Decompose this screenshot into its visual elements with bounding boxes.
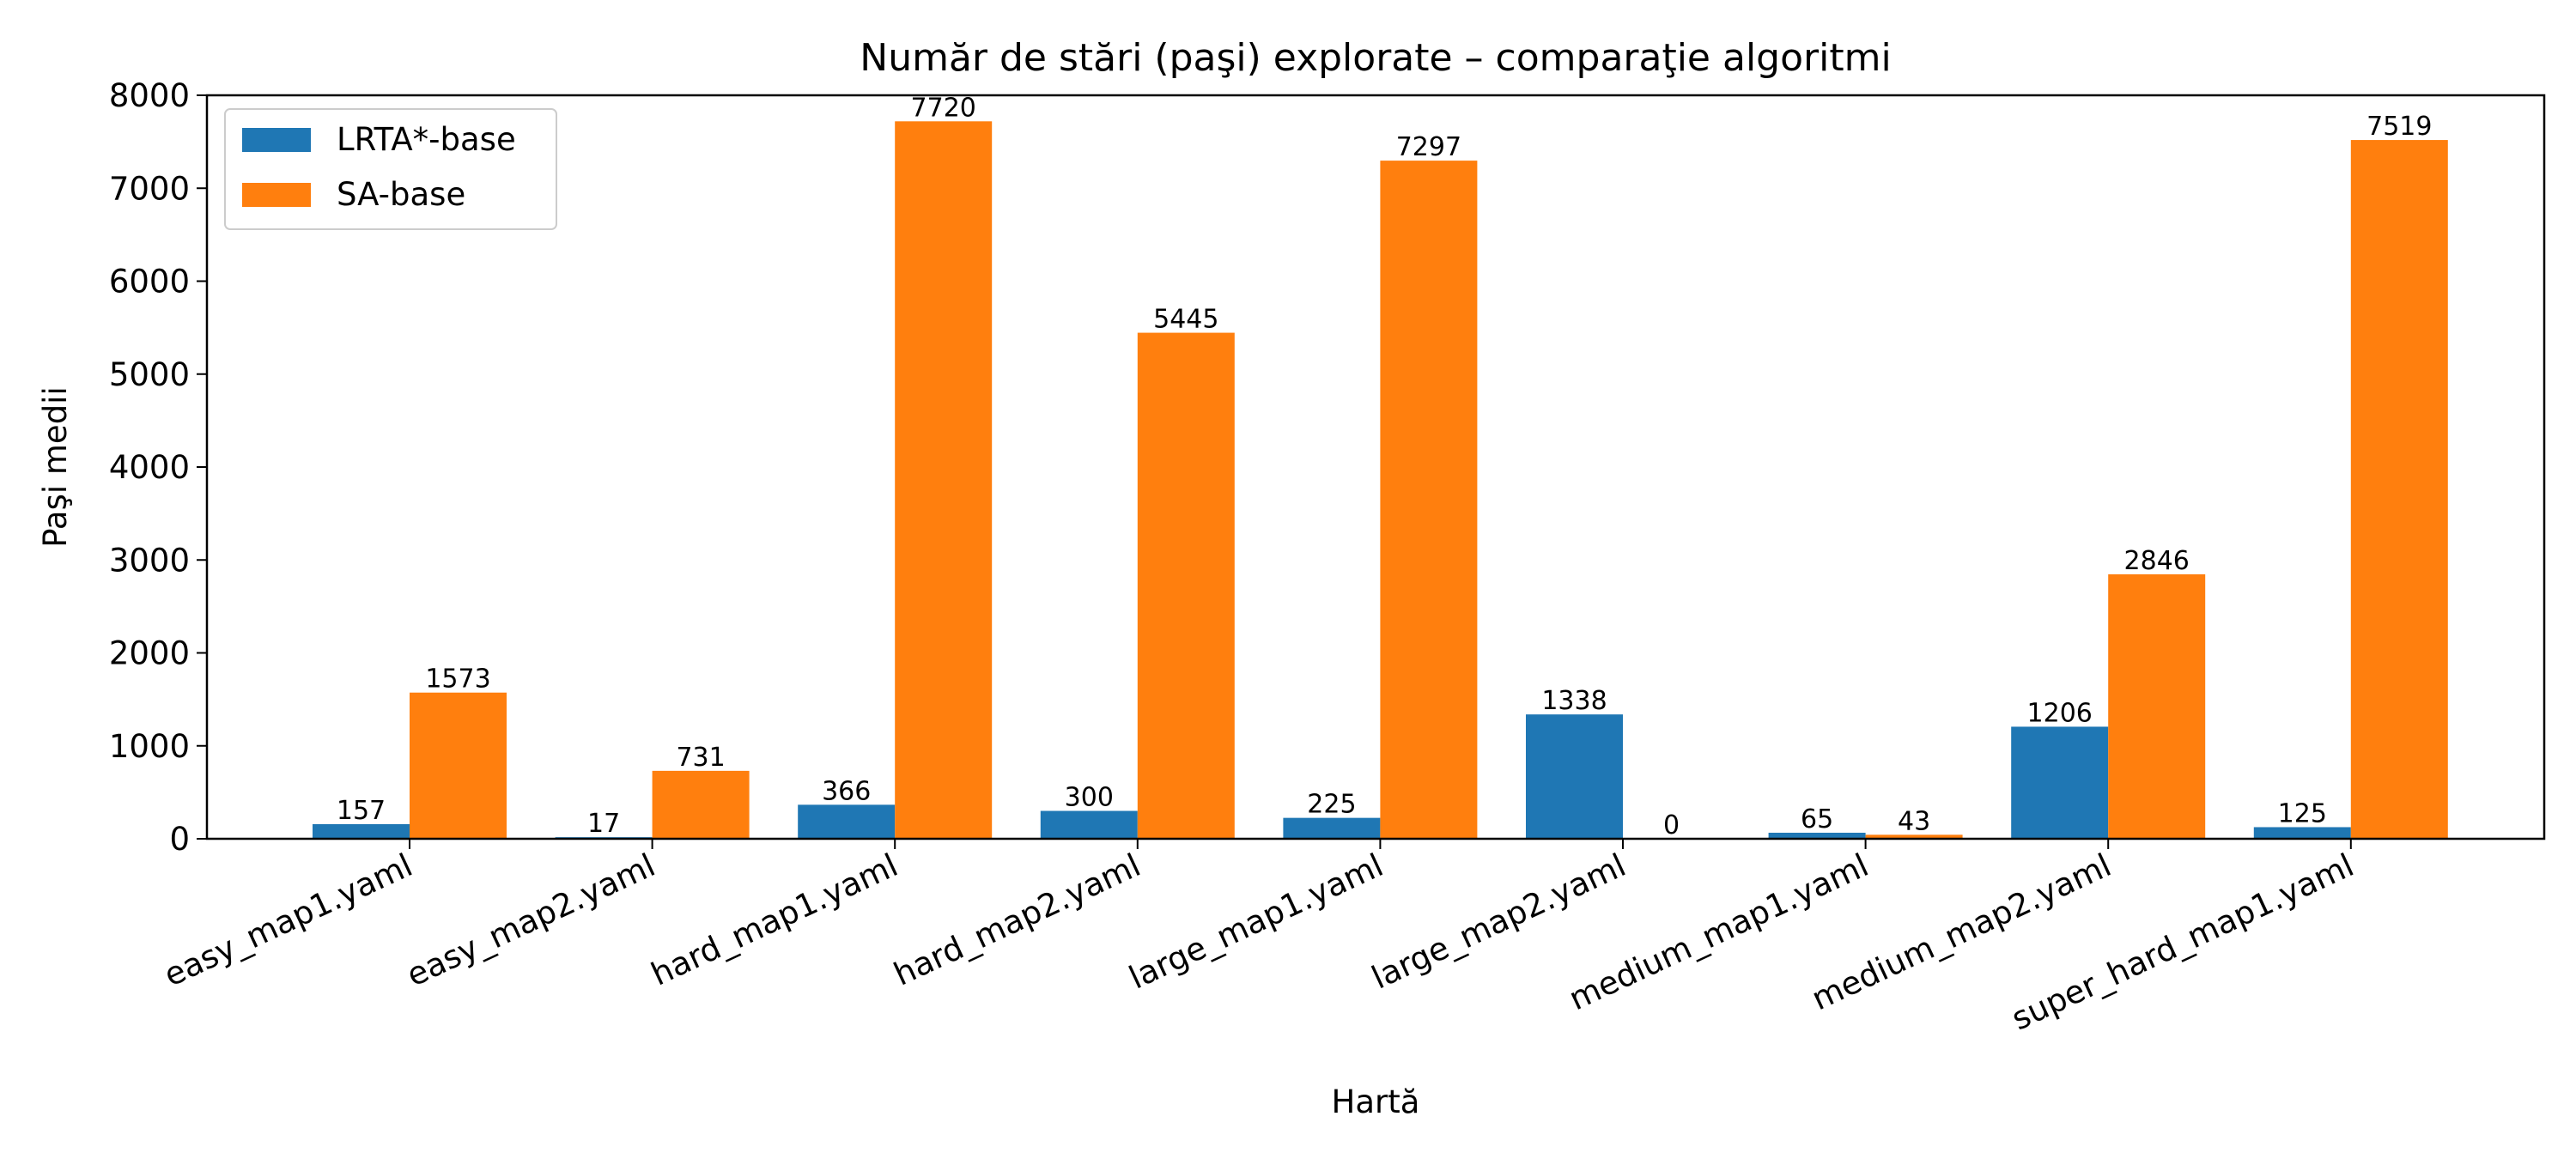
x-tick-label: hard_map2.yaml <box>888 846 1145 992</box>
legend-label-lrta: LRTA*-base <box>337 121 516 158</box>
bar-sa-8 <box>2350 140 2448 840</box>
bar-lrta-3 <box>1040 810 1138 839</box>
y-tick-label: 5000 <box>109 356 190 393</box>
bars-group <box>313 121 2448 840</box>
x-tick-label: easy_map2.yaml <box>401 846 660 993</box>
bar-lrta-0 <box>313 824 410 839</box>
data-label-lrta-1: 17 <box>587 809 620 839</box>
data-label-lrta-0: 157 <box>337 796 386 826</box>
data-label-sa-5: 0 <box>1663 810 1680 840</box>
y-tick-label: 0 <box>169 821 190 858</box>
x-axis-label: Hartă <box>1332 1083 1420 1120</box>
y-axis: 0 1000 2000 3000 4000 5000 6000 7000 8000 <box>109 77 207 858</box>
legend-swatch-lrta <box>242 128 311 152</box>
bar-sa-0 <box>410 692 507 839</box>
data-label-sa-7: 2846 <box>2124 546 2190 576</box>
data-label-sa-2: 7720 <box>911 93 976 123</box>
y-tick-label: 6000 <box>109 264 190 300</box>
data-label-sa-8: 7519 <box>2366 112 2432 142</box>
y-tick-label: 3000 <box>109 542 190 579</box>
x-tick-label: easy_map1.yaml <box>158 846 417 993</box>
legend-swatch-sa <box>242 183 311 207</box>
x-tick-label: hard_map1.yaml <box>646 846 903 992</box>
y-tick-label: 1000 <box>109 728 190 765</box>
data-labels-group: 157 17 366 300 225 1338 65 1206 125 1573 731 7720 54… <box>337 93 2433 840</box>
data-label-lrta-4: 225 <box>1307 790 1356 820</box>
bar-sa-7 <box>2108 573 2206 839</box>
y-axis-label: Paşi medii <box>37 386 74 548</box>
bar-sa-2 <box>895 121 993 839</box>
data-label-lrta-3: 300 <box>1065 783 1114 813</box>
data-label-sa-0: 1573 <box>425 664 490 695</box>
y-tick-label: 4000 <box>109 449 190 486</box>
data-label-lrta-2: 366 <box>822 776 871 806</box>
bar-lrta-8 <box>2253 827 2351 839</box>
data-label-lrta-8: 125 <box>2278 798 2327 828</box>
data-label-lrta-7: 1206 <box>2027 698 2093 728</box>
data-label-sa-6: 43 <box>1898 806 1930 836</box>
y-tick-label: 8000 <box>109 77 190 114</box>
data-label-sa-3: 5445 <box>1153 305 1218 335</box>
chart-title: Număr de stări (paşi) explorate – compar… <box>860 36 1891 80</box>
bar-lrta-6 <box>1768 832 1866 839</box>
y-tick-label: 2000 <box>109 635 190 672</box>
bar-lrta-4 <box>1283 817 1381 839</box>
x-tick-label: large_map1.yaml <box>1123 846 1388 996</box>
bar-sa-4 <box>1380 161 1478 840</box>
data-label-sa-1: 731 <box>676 743 725 773</box>
bar-sa-3 <box>1137 332 1235 839</box>
bar-lrta-2 <box>798 804 896 839</box>
data-label-lrta-6: 65 <box>1801 804 1833 834</box>
data-label-lrta-5: 1338 <box>1541 686 1607 716</box>
legend: LRTA*-base SA-base <box>224 108 557 230</box>
bar-lrta-7 <box>2011 726 2109 839</box>
bar-lrta-5 <box>1526 714 1623 839</box>
plot-frame <box>205 94 2546 840</box>
y-tick-label: 7000 <box>109 170 190 207</box>
bar-sa-1 <box>652 770 750 839</box>
x-axis: easy_map1.yamleasy_map2.yamlhard_map1.ya… <box>158 839 2360 1037</box>
bar-sa-6 <box>1865 834 1963 839</box>
data-label-sa-4: 7297 <box>1396 132 1461 162</box>
legend-label-sa: SA-base <box>337 176 465 213</box>
